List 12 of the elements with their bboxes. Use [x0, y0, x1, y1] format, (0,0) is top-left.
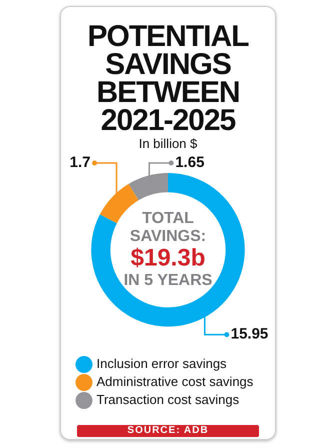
data-label: 1.7	[70, 154, 91, 172]
data-label: 15.95	[230, 326, 268, 343]
text: IN 5 YEARS	[124, 272, 213, 290]
text: TOTAL SAVINGS:	[130, 210, 206, 246]
source-note: SOURCE: ADB	[77, 425, 259, 437]
legend-label: Inclusion error savings	[96, 356, 228, 372]
legend-label: Transaction cost savings	[96, 392, 240, 408]
chart-subtitle: In billion $	[138, 136, 198, 151]
legend-label: Administrative cost savings	[96, 374, 254, 390]
chart-title: POTENTIAL SAVINGS BETWEEN 2021-2025	[86, 20, 250, 137]
text: $19.3b	[130, 244, 206, 272]
data-label: 1.65	[175, 154, 204, 172]
